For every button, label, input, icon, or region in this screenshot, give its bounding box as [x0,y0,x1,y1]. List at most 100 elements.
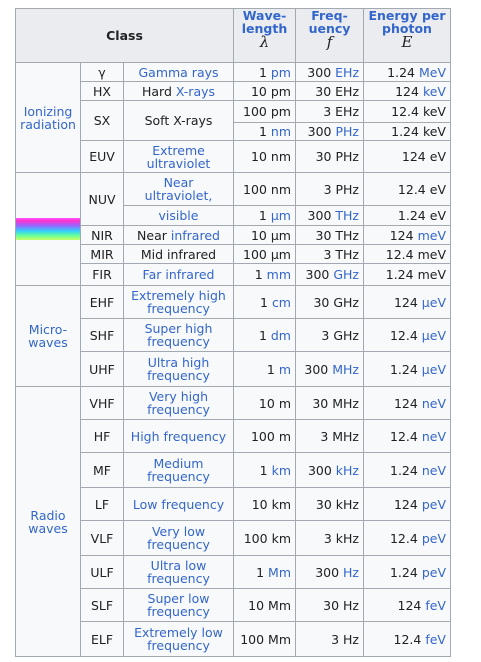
wavelength-unit[interactable]: m [278,361,291,377]
group-ionizing-radiation[interactable]: Ionizing radiation [15,62,81,173]
frequency-value: 300 [307,124,332,139]
frequency-cell: 300 PHz [295,122,364,141]
band-abbr: MF [80,452,124,488]
header-energy-line2[interactable]: photon [382,21,432,36]
energy-unit[interactable]: μeV [421,361,446,377]
frequency-value: 300 [307,64,332,80]
visible-spectrum-swatch [15,172,81,286]
frequency-unit: EHz [335,104,359,119]
frequency-unit[interactable]: GHz [333,267,359,282]
frequency-cell: 30 Hz [295,588,364,622]
wavelength-unit[interactable]: mm [266,267,291,282]
band-name-link[interactable]: Extremely low frequency [134,625,223,653]
energy-cell: 1.24 eV [363,205,451,226]
wavelength-unit[interactable]: μm [270,208,291,223]
wavelength-value: 1 [258,208,267,223]
energy-unit[interactable]: neV [421,395,446,411]
energy-unit[interactable]: feV [425,597,446,613]
table-row: FIR Far infrared 1 mm 300 GHz 1.24 meV [16,263,451,286]
band-name-link[interactable]: Medium frequency [147,456,210,484]
band-name-link[interactable]: Very high frequency [147,389,210,417]
wavelength-cell: 100 pm [233,100,296,123]
energy-value: 12.4 [389,530,418,546]
group-microwaves-line2[interactable]: waves [28,335,68,350]
band-name-link[interactable]: Ultra low frequency [147,558,210,586]
band-name-link[interactable]: X-rays [175,83,216,99]
band-name: Near infrared [123,225,234,245]
band-name-link[interactable]: visible [158,208,199,223]
energy-unit[interactable]: μeV [421,327,446,343]
band-name-link[interactable]: Extreme ultraviolet [146,142,211,171]
header-wavelength-line2[interactable]: length [241,21,288,36]
wavelength-value: 10 [251,149,267,164]
frequency-unit[interactable]: kHz [335,462,359,478]
band-name: Medium frequency [123,452,234,488]
header-energy[interactable]: Energy per photon E [363,8,451,63]
energy-unit[interactable]: MeV [418,64,446,80]
band-name-link[interactable]: Gamma rays [138,64,219,80]
group-ionizing-radiation-line2[interactable]: radiation [20,116,76,132]
energy-unit: keV [422,104,446,119]
frequency-unit: PHz [335,149,360,164]
group-microwaves[interactable]: Micro-waves [15,285,81,387]
group-microwaves-line1[interactable]: Micro- [28,322,68,337]
header-wavelength[interactable]: Wave- length λ [233,8,296,63]
band-name-link[interactable]: Super low frequency [147,591,210,619]
group-radio-waves-line2[interactable]: waves [28,520,68,536]
energy-cell: 1.24 neV [363,452,451,488]
energy-unit[interactable]: μeV [421,294,446,310]
group-radio-waves-line1[interactable]: Radio [30,507,66,523]
frequency-unit[interactable]: PHz [335,124,360,139]
wavelength-cell: 1 dm [233,318,296,352]
header-frequency-line1[interactable]: Freq- [311,8,348,23]
wavelength-unit: km [271,530,291,546]
wavelength-unit[interactable]: km [271,462,291,478]
band-name-link[interactable]: Super high frequency [144,321,213,349]
header-frequency[interactable]: Freq- uency f [295,8,364,63]
wavelength-unit[interactable]: Mm [268,564,291,580]
wavelength-cell: 1 nm [233,122,296,141]
energy-unit[interactable]: peV [421,496,446,512]
frequency-cell: 3 MHz [295,419,364,453]
energy-cell: 12.4 keV [363,100,451,123]
band-name-link[interactable]: Very low frequency [147,524,210,552]
wavelength-unit[interactable]: nm [270,124,291,139]
group-ionizing-radiation-line1[interactable]: Ionizing [23,103,73,119]
header-class: Class [15,8,234,63]
energy-value: 12.4 [397,181,426,197]
energy-unit[interactable]: keV [422,83,446,99]
group-radio-waves[interactable]: Radio waves [15,386,81,657]
header-frequency-line2[interactable]: uency [308,21,351,36]
wavelength-unit[interactable]: pm [270,64,291,80]
frequency-unit[interactable]: MHz [332,361,359,377]
frequency-unit[interactable]: THz [335,208,359,223]
energy-unit: eV [429,208,446,223]
wavelength-unit[interactable]: dm [270,327,291,343]
table-row: ULF Ultra low frequency 1 Mm 300 Hz 1.24 peV [16,555,451,589]
energy-cell: 124 meV [363,225,451,245]
energy-unit[interactable]: peV [421,530,446,546]
header-energy-line1[interactable]: Energy per [368,8,446,23]
energy-unit[interactable]: peV [421,564,446,580]
frequency-unit[interactable]: EHz [335,64,359,80]
band-name-link[interactable]: infrared [170,227,220,243]
frequency-unit: Hz [343,597,359,613]
energy-unit[interactable]: meV [417,227,446,243]
spectrum-gradient [16,218,80,240]
table-row: SLF Super low frequency 10 Mm 30 Hz 124 feV [16,588,451,622]
band-name-link[interactable]: High frequency [130,428,227,444]
energy-unit[interactable]: feV [425,631,446,647]
energy-unit[interactable]: neV [421,428,446,444]
header-wavelength-line1[interactable]: Wave- [242,8,287,23]
frequency-cell: 3 PHz [295,172,364,206]
band-name-link[interactable]: Ultra high frequency [147,355,210,383]
frequency-unit[interactable]: Hz [343,564,359,580]
band-name-link[interactable]: Low frequency [132,496,225,512]
wavelength-unit[interactable]: cm [271,294,291,310]
band-abbr: γ [80,62,124,82]
band-name-link[interactable]: Near ultraviolet, [144,175,213,203]
band-name-link[interactable]: Extremely high frequency [131,288,226,316]
band-name-link[interactable]: Far infrared [142,267,215,282]
energy-unit[interactable]: neV [421,462,446,478]
band-abbr: FIR [80,263,124,286]
